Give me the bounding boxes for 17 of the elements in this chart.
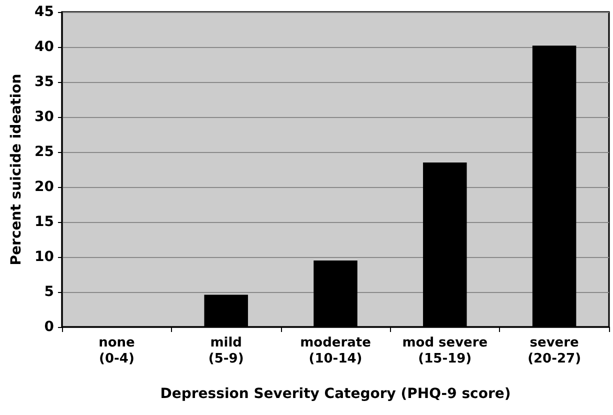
y-axis-title: Percent suicide ideation <box>8 74 25 266</box>
x-tick-label: moderate (10-14) <box>300 336 372 366</box>
y-tick-label: 30 <box>34 109 54 125</box>
y-tick-label: 15 <box>34 214 54 230</box>
y-tick-label: 35 <box>34 74 54 90</box>
y-tick-label: 20 <box>34 179 54 195</box>
x-tick-label: severe (20-27) <box>528 336 582 366</box>
y-tick-label: 0 <box>44 319 54 335</box>
x-tick-label: none (0-4) <box>98 336 136 366</box>
x-tick-label: mod severe (15-19) <box>402 336 488 366</box>
y-tick-label: 45 <box>34 4 54 20</box>
y-tick-label: 40 <box>34 39 54 55</box>
x-tick-label: mild (5-9) <box>208 336 244 366</box>
y-tick-label: 5 <box>44 284 54 300</box>
x-axis-title: Depression Severity Category (PHQ-9 score) <box>160 386 511 402</box>
y-tick-label: 10 <box>34 249 54 265</box>
y-tick-label: 25 <box>34 144 54 160</box>
